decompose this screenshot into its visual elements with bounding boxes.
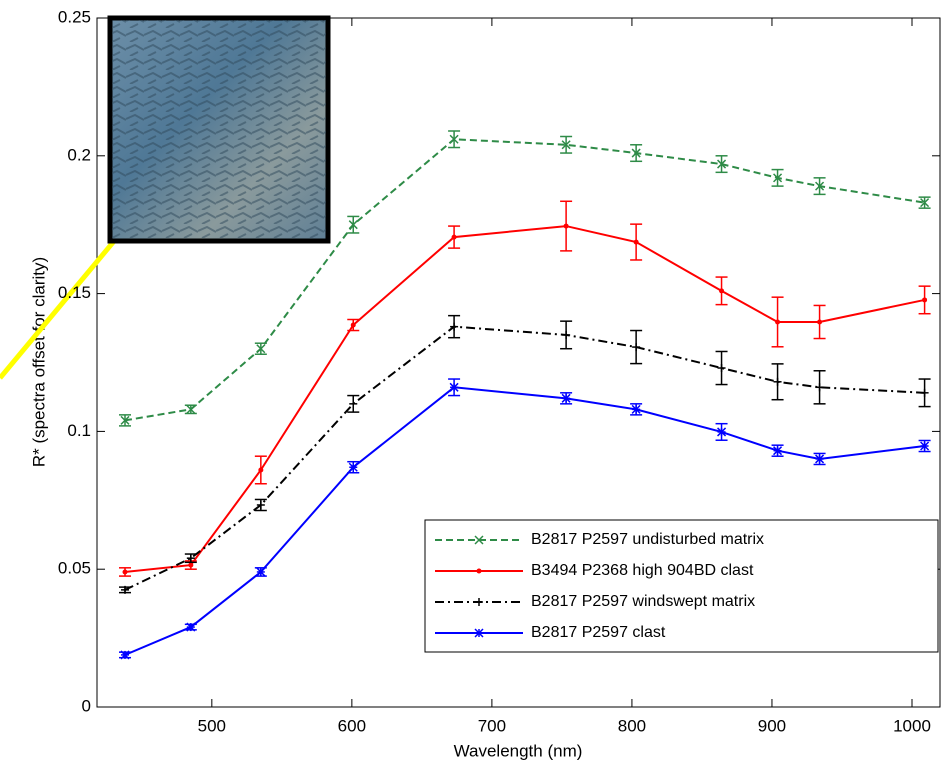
point-marker [817, 319, 823, 325]
x-tick-label: 700 [478, 716, 506, 735]
point-marker [474, 628, 484, 638]
marker-stroke [120, 415, 130, 425]
x-tick-label: 500 [198, 716, 226, 735]
x-tick-label: 800 [618, 716, 646, 735]
point-marker [632, 343, 641, 352]
x-tick-label: 600 [338, 716, 366, 735]
marker-dot [563, 223, 569, 229]
point-marker [633, 239, 639, 245]
point-marker [120, 650, 130, 660]
x-axis-label: Wavelength (nm) [454, 741, 583, 760]
point-marker [773, 377, 782, 386]
point-marker [562, 330, 571, 339]
legend-label: B2817 P2597 windswept matrix [531, 593, 755, 610]
point-marker [631, 404, 641, 414]
marker-stroke [449, 134, 459, 144]
point-marker [561, 140, 571, 150]
point-marker [476, 568, 482, 574]
point-marker [451, 234, 457, 240]
marker-stroke [773, 173, 783, 183]
marker-dot [922, 297, 928, 303]
point-marker [474, 535, 484, 545]
x-tick-label: 900 [758, 716, 786, 735]
point-marker [563, 223, 569, 229]
legend-box [424, 519, 939, 653]
point-marker [920, 198, 930, 208]
point-marker [256, 500, 265, 509]
point-marker [348, 220, 358, 230]
legend-label: B2817 P2597 undisturbed matrix [531, 531, 764, 548]
y-tick-label: 0.25 [58, 7, 91, 26]
point-marker [350, 322, 356, 328]
series-line [124, 138, 925, 422]
y-tick-label: 0 [82, 696, 91, 715]
point-marker [717, 427, 727, 437]
point-marker [561, 393, 571, 403]
point-marker [815, 454, 825, 464]
point-marker [631, 148, 641, 158]
point-marker [348, 462, 358, 472]
point-marker [815, 383, 824, 392]
point-marker [775, 319, 781, 325]
inset-photo [107, 15, 331, 244]
point-marker [449, 382, 459, 392]
legend-label: B2817 P2597 clast [531, 624, 666, 641]
marker-stroke [717, 159, 727, 169]
x-tick-label: 1000 [893, 716, 931, 735]
marker-stroke [815, 181, 825, 191]
point-marker [773, 446, 783, 456]
marker-stroke [561, 140, 571, 150]
marker-stroke [186, 404, 196, 414]
y-tick-label: 0.05 [58, 559, 91, 578]
point-marker [256, 344, 266, 354]
point-marker [186, 622, 196, 632]
marker-dot [817, 319, 823, 325]
point-marker [719, 288, 725, 294]
point-marker [186, 554, 195, 563]
marker-dot [258, 467, 264, 473]
marker-dot [122, 569, 128, 575]
marker-dot [451, 234, 457, 240]
marker-dot [633, 239, 639, 245]
marker-dot [719, 288, 725, 294]
point-marker [188, 562, 194, 568]
point-marker [449, 134, 459, 144]
marker-dot [775, 319, 781, 325]
point-marker [186, 404, 196, 414]
point-marker [256, 567, 266, 577]
point-marker [773, 173, 783, 183]
marker-dot [476, 568, 482, 574]
legend-label: B3494 P2368 high 904BD clast [531, 562, 754, 579]
point-marker [475, 598, 483, 606]
point-marker [349, 399, 358, 408]
marker-stroke [256, 344, 266, 354]
y-axis-label: R* (spectra offset for clarity) [29, 257, 48, 467]
marker-stroke [920, 198, 930, 208]
y-tick-label: 0.1 [67, 421, 91, 440]
marker-dot [350, 322, 356, 328]
marker-stroke [348, 220, 358, 230]
point-marker [122, 569, 128, 575]
marker-dot [188, 562, 194, 568]
legend: B2817 P2597 undisturbed matrix B3494 P236… [424, 519, 939, 653]
y-tick-label: 0.15 [58, 283, 91, 302]
point-marker [920, 441, 930, 451]
point-marker [258, 467, 264, 473]
point-marker [121, 585, 130, 594]
marker-stroke [474, 535, 484, 545]
point-marker [815, 181, 825, 191]
point-marker [450, 322, 459, 331]
point-marker [120, 415, 130, 425]
point-marker [717, 159, 727, 169]
marker-stroke [631, 148, 641, 158]
y-tick-label: 0.2 [67, 145, 91, 164]
point-marker [920, 388, 929, 397]
point-marker [922, 297, 928, 303]
point-marker [717, 364, 726, 373]
